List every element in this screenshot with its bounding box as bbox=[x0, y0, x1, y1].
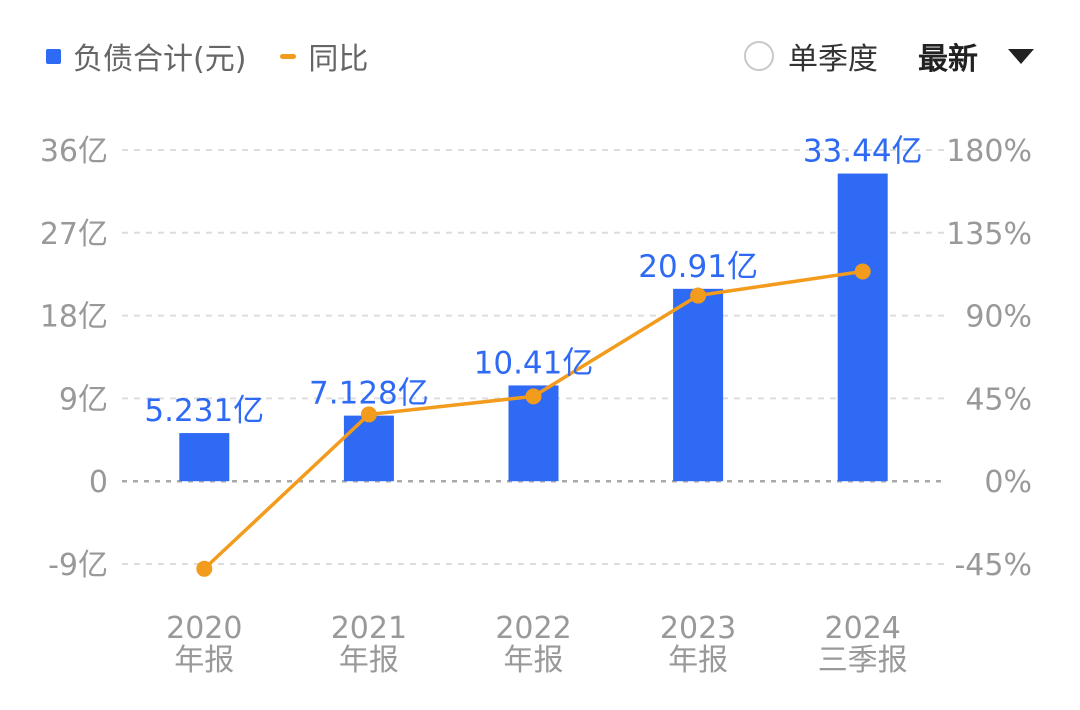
caret-down-icon[interactable] bbox=[1008, 48, 1034, 64]
x-tick-label-period: 年报 bbox=[339, 643, 399, 678]
bar-swatch-icon bbox=[46, 48, 61, 64]
bar bbox=[179, 433, 230, 482]
y-left-tick-label: 27亿 bbox=[40, 217, 108, 252]
y-right-tick-label: 135% bbox=[946, 217, 1032, 252]
x-tick-label-year: 2023 bbox=[660, 611, 736, 646]
chart-controls: 单季度 最新 bbox=[744, 34, 1034, 78]
y-left-tick-label: -9亿 bbox=[48, 548, 108, 583]
bar-data-label: 5.231亿 bbox=[144, 393, 264, 429]
chart-legend: 负债合计(元) 同比 bbox=[46, 34, 402, 78]
x-tick-label-year: 2021 bbox=[331, 611, 407, 646]
bar-data-label: 7.128亿 bbox=[309, 376, 429, 412]
legend-label-liabilities: 负债合计(元) bbox=[73, 42, 247, 77]
legend-item-liabilities: 负债合计(元) bbox=[46, 34, 246, 78]
y-left-tick-label: 0 bbox=[89, 465, 108, 500]
bar bbox=[343, 415, 394, 482]
y-right-tick-label: -45% bbox=[954, 548, 1032, 583]
sort-dropdown[interactable]: 最新 bbox=[918, 34, 1034, 78]
radio-circle-icon[interactable] bbox=[744, 41, 774, 71]
y-right-tick-label: 0% bbox=[984, 465, 1032, 500]
x-tick-label-period: 年报 bbox=[504, 643, 564, 678]
y-left-tick-label: 18亿 bbox=[40, 300, 108, 335]
x-tick-label-year: 2022 bbox=[495, 611, 571, 646]
bar bbox=[673, 288, 724, 482]
y-right-tick-label: 180% bbox=[946, 134, 1032, 169]
bar-data-label: 33.44亿 bbox=[803, 134, 923, 170]
y-right-tick-label: 45% bbox=[965, 382, 1032, 417]
y-left-tick-label: 9亿 bbox=[59, 382, 108, 417]
x-tick-label-period: 三季报 bbox=[818, 643, 908, 678]
quarter-toggle-label: 单季度 bbox=[788, 42, 878, 77]
x-tick-label-year: 2020 bbox=[166, 611, 242, 646]
yoy-point bbox=[525, 388, 542, 405]
yoy-point bbox=[360, 406, 377, 423]
yoy-point bbox=[196, 560, 213, 577]
x-tick-label-period: 年报 bbox=[174, 643, 234, 678]
bar-data-label: 20.91亿 bbox=[638, 249, 758, 285]
quarter-toggle[interactable]: 单季度 bbox=[744, 34, 878, 78]
yoy-point bbox=[690, 287, 707, 304]
x-tick-label-year: 2024 bbox=[825, 611, 901, 646]
line-swatch-icon bbox=[280, 53, 297, 59]
x-tick-label-period: 年报 bbox=[668, 643, 728, 678]
yoy-point bbox=[854, 263, 871, 280]
bar bbox=[837, 173, 888, 482]
y-right-tick-label: 90% bbox=[965, 300, 1032, 335]
sort-dropdown-label: 最新 bbox=[918, 42, 978, 77]
legend-label-yoy: 同比 bbox=[308, 42, 369, 77]
legend-item-yoy: 同比 bbox=[280, 34, 368, 78]
y-left-tick-label: 36亿 bbox=[40, 134, 108, 169]
bar-data-label: 10.41亿 bbox=[474, 345, 594, 381]
